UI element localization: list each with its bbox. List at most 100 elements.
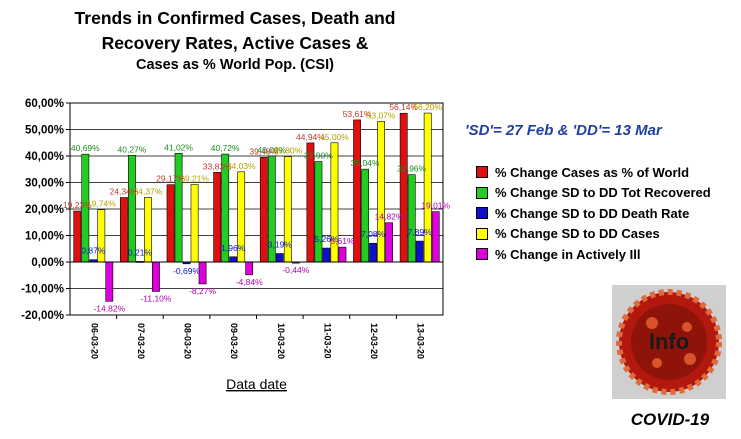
data-label: 41,02% <box>164 142 193 152</box>
bar <box>213 172 222 263</box>
data-label: 0,21% <box>128 247 153 257</box>
y-tick-label: 10,00% <box>25 231 64 243</box>
data-label: -14,82% <box>93 303 125 313</box>
data-label: 29,17% <box>156 174 185 184</box>
bar <box>377 121 385 263</box>
bar <box>105 261 114 302</box>
data-label: -0,69% <box>173 266 200 276</box>
virus-icon: Info <box>616 289 722 395</box>
bar <box>361 168 369 263</box>
bar <box>385 222 393 263</box>
x-tick-label: 11-03-20 <box>322 323 332 359</box>
data-label: 29,21% <box>180 174 209 184</box>
data-label: 3,19% <box>268 240 293 250</box>
x-tick-label: 06-03-20 <box>89 323 99 359</box>
bar <box>353 119 361 263</box>
chart-title-line-2: Recovery Rates, Active Cases & <box>101 33 369 53</box>
data-label: 56,20% <box>413 102 442 112</box>
legend-swatch <box>476 186 488 199</box>
legend-label: % Change in Actively Ill <box>495 246 641 262</box>
logo-caption: COVID-19 <box>630 410 710 429</box>
data-label: 40,72% <box>211 143 240 153</box>
data-label: 44,94% <box>296 132 325 142</box>
data-label: 19,23% <box>63 200 92 210</box>
data-label: -11,10% <box>140 293 171 303</box>
data-label: 32,96% <box>397 164 426 174</box>
data-label: 45,00% <box>320 132 349 142</box>
data-label: -4,84% <box>236 277 263 287</box>
bar-chart: 60,00% 50,00% 40,00% 30,00% 20,00% 10,00% 0,00… <box>21 98 450 392</box>
y-tick-label: 60,00% <box>25 98 64 110</box>
legend-label: % Change SD to DD Death Rate <box>495 205 690 221</box>
y-tick-label: 20,00% <box>25 204 64 216</box>
bar <box>322 247 331 263</box>
data-label: 34,03% <box>227 161 256 171</box>
x-tick-label: 10-03-20 <box>276 323 286 359</box>
data-label: 7,89% <box>408 227 433 237</box>
data-label: -8,27% <box>189 286 216 296</box>
bar <box>190 184 199 263</box>
bar <box>259 157 268 263</box>
legend-label: % Change SD to DD Cases <box>495 226 660 242</box>
data-label: -0,44% <box>282 265 309 275</box>
data-label: 40,00% <box>257 145 286 155</box>
chart-legend: % Change Cases as % of World % Change SD… <box>476 162 711 265</box>
x-tick-label: 09-03-20 <box>229 323 239 359</box>
x-tick-label: 07-03-20 <box>136 323 146 359</box>
x-tick-label: 13-03-20 <box>416 323 426 359</box>
legend-item-actively-ill: % Change in Actively Ill <box>476 244 711 265</box>
date-annotation: 'SD'= 27 Feb & 'DD'= 13 Mar <box>465 122 662 139</box>
data-label: 40,69% <box>71 143 100 153</box>
bar <box>306 142 315 263</box>
bar <box>415 240 424 263</box>
bar <box>245 261 254 276</box>
legend-item-cases: % Change SD to DD Cases <box>476 224 711 245</box>
data-label: 19,01% <box>421 201 450 211</box>
data-label: 5,26% <box>314 234 339 244</box>
data-label: 56,14% <box>389 102 418 112</box>
data-label: 5,61% <box>330 236 355 246</box>
bar <box>198 261 207 285</box>
legend-label: % Change Cases as % of World <box>495 164 690 180</box>
data-label: 39,48% <box>249 146 278 156</box>
legend-label: % Change SD to DD Tot Recovered <box>495 185 711 201</box>
x-axis-title: Data date <box>226 376 287 392</box>
bar <box>338 246 347 263</box>
bar <box>174 152 183 263</box>
x-tick-label: 08-03-20 <box>183 323 193 359</box>
bar <box>152 261 160 292</box>
bar <box>120 197 128 263</box>
chart-title-line-1: Trends in Confirmed Cases, Death and <box>74 8 396 28</box>
bar <box>407 174 416 263</box>
data-label: 19,74% <box>87 199 116 209</box>
y-tick-label: 50,00% <box>25 125 64 137</box>
data-label: 1,96% <box>221 243 246 253</box>
bar <box>166 184 175 263</box>
legend-swatch <box>476 166 488 179</box>
data-label: 7,08% <box>361 229 386 239</box>
covid-info-logo: Info <box>612 285 726 399</box>
y-tick-label: -10,00% <box>21 284 64 296</box>
bar <box>369 242 377 263</box>
data-label: 39,80% <box>273 146 302 156</box>
logo-text: Info <box>649 329 689 354</box>
bar <box>399 112 408 263</box>
legend-item-death-rate: % Change SD to DD Death Rate <box>476 203 711 224</box>
legend-item-cases-world: % Change Cases as % of World <box>476 162 711 183</box>
legend-swatch <box>476 207 488 220</box>
data-label: 24,37% <box>134 186 163 196</box>
legend-swatch <box>476 227 488 240</box>
bar <box>73 210 82 263</box>
legend-item-recovered: % Change SD to DD Tot Recovered <box>476 183 711 204</box>
legend-swatch <box>476 248 488 261</box>
chart-title-line-3: Cases as % World Pop. (CSI) <box>136 57 334 73</box>
data-label: 0,87% <box>81 246 106 256</box>
bar <box>229 256 238 263</box>
bar <box>128 154 136 263</box>
data-label: 24,34% <box>110 186 139 196</box>
y-tick-label: 30,00% <box>25 178 64 190</box>
bar <box>423 112 432 263</box>
y-tick-label: -20,00% <box>21 310 64 322</box>
data-label: 40,27% <box>118 144 147 154</box>
bar <box>431 211 440 263</box>
